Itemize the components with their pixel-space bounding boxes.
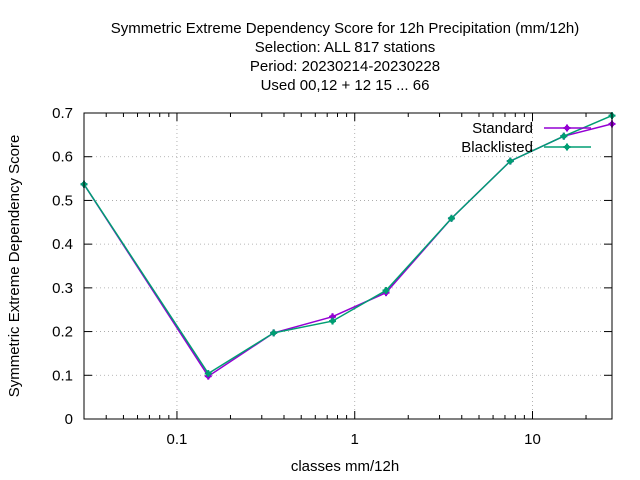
chart-title: Symmetric Extreme Dependency Score for 1…	[111, 20, 580, 94]
data-point-blacklisted	[329, 317, 337, 325]
title-line-3: Period: 20230214-20230228	[250, 58, 440, 75]
x-axis-label: classes mm/12h	[291, 458, 399, 475]
series-standard	[80, 120, 616, 380]
x-tick-label: 1	[351, 431, 359, 448]
marker-dot	[448, 215, 455, 221]
legend-marker	[563, 143, 571, 151]
data-point-blacklisted	[382, 286, 390, 294]
title-line-1: Symmetric Extreme Dependency Score for 1…	[111, 20, 580, 37]
y-tick-label: 0.2	[52, 324, 73, 341]
marker-dot	[507, 158, 513, 164]
y-axis-ticks: 0 0.1 0.2 0.3 0.4 0.5 0.6 0.7	[52, 105, 612, 428]
marker-dot	[205, 370, 211, 377]
marker-dot	[564, 144, 570, 150]
data-point-blacklisted	[204, 370, 212, 378]
marker-dot	[271, 330, 277, 336]
y-tick-label: 0.5	[52, 192, 73, 209]
legend: Standard Blacklisted	[461, 120, 591, 156]
marker-dot	[564, 125, 570, 131]
legend-entry-standard: Standard	[472, 120, 591, 137]
y-tick-label: 0.1	[52, 367, 73, 384]
grid	[84, 113, 612, 419]
series	[80, 112, 616, 380]
title-line-2: Selection: ALL 817 stations	[255, 39, 435, 56]
series-blacklisted	[80, 112, 616, 378]
legend-label: Standard	[472, 120, 533, 137]
y-tick-label: 0.6	[52, 149, 73, 166]
data-point-blacklisted	[506, 157, 514, 165]
y-tick-label: 0.7	[52, 105, 73, 122]
y-tick-label: 0.3	[52, 280, 73, 297]
y-tick-label: 0.4	[52, 236, 73, 253]
y-tick-label: 0	[65, 411, 73, 428]
data-point-blacklisted	[447, 214, 455, 222]
legend-marker	[563, 124, 571, 132]
x-tick-label: 0.1	[167, 431, 188, 448]
marker-dot	[561, 133, 567, 139]
y-axis-label: Symmetric Extreme Dependency Score	[6, 135, 23, 398]
x-tick-label: 10	[524, 431, 541, 448]
marker-dot	[329, 318, 336, 324]
marker-dot	[383, 287, 389, 294]
data-point-blacklisted	[270, 329, 278, 337]
data-point-blacklisted	[560, 132, 568, 140]
legend-entry-blacklisted: Blacklisted	[461, 139, 591, 156]
title-line-4: Used 00,12 + 12 15 ... 66	[261, 77, 430, 94]
plot-frame	[83, 112, 613, 420]
marker-dot	[329, 314, 336, 320]
x-axis-ticks: 0.1 1 10	[105, 113, 587, 448]
legend-label: Blacklisted	[461, 139, 533, 156]
